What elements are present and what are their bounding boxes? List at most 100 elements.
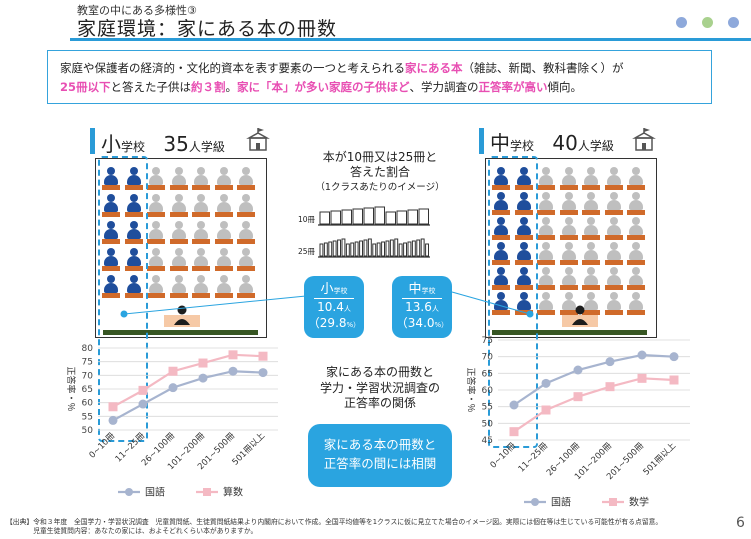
student-icon [214,221,233,245]
junior-callout-value: 13.6 [405,300,432,314]
y-tick-label: 60 [82,399,94,409]
student-icon [582,292,600,316]
y-tick-label: 65 [82,385,93,395]
junior-count: 40 [552,131,578,155]
book-icon [363,207,374,225]
student-icon [604,267,623,291]
data-point [573,392,583,402]
student-icon [537,217,555,241]
elem-callout-value: 10.4 [317,300,344,314]
data-point [108,402,118,412]
intro-highlight-4: 家に「本」が多い家庭の子供ほど [237,80,410,94]
series-line-1 [112,370,264,422]
legend-marker [203,488,211,496]
header-dot-3 [728,17,739,28]
student-icon [147,221,165,245]
student-icon [537,192,555,216]
intro-text-5: 、学力調査の [409,80,479,94]
y-tick-label: 80 [82,344,94,354]
book-icon [381,241,385,257]
student-icon [627,217,645,241]
book-icon [319,243,324,257]
student-icon [559,192,578,216]
student-icon [514,167,533,191]
student-icon [582,267,600,291]
elem-callout: 小学校 10.4人 （29.8%） [304,276,364,338]
junior-callout-pct-unit: %） [434,321,449,329]
student-icon [537,167,555,191]
elem-score-chart: 505560657075800~10冊11~25冊26~100冊101~200冊… [65,344,278,499]
junior-score-chart: 455055606570750~10冊11~25冊26~100冊101~200冊… [465,336,690,509]
book-icon [330,210,341,225]
student-icon [627,267,645,291]
data-point [198,358,208,368]
book-row-25-label: 25冊 [298,247,316,256]
book-icon [354,241,359,257]
elem-count-unit: 人学級 [188,140,225,154]
elem-heading: 小学校 35人学級 [101,128,225,157]
student-icon [237,194,255,218]
student-icon [169,194,188,218]
elem-count: 35 [163,132,189,156]
book-icon [425,243,429,257]
junior-classroom [485,158,657,338]
relationship-line-1: 家にある本の冊数と [325,365,434,379]
y-tick-label: 70 [482,353,494,363]
student-icon [192,248,210,272]
page-title: 家庭環境：家にある本の冊数 [77,18,338,40]
student-icon [559,167,578,191]
book-icon [350,242,355,257]
student-icon [169,248,188,272]
student-icon [192,194,210,218]
junior-heading: 中学校 40人学級 [490,127,614,156]
y-tick-label: 45 [482,436,493,446]
student-icon [514,267,533,291]
student-icon [102,194,120,218]
book-icon [416,239,421,257]
book-icon [367,238,372,257]
book-icon [385,211,396,225]
student-icon [537,292,555,316]
elem-blackboard [103,330,258,335]
data-point [258,351,268,361]
y-tick-label: 55 [482,403,493,413]
center-caption-1: 本が10冊又は25冊と [322,150,438,164]
x-tick-label: 0~10冊 [489,441,519,471]
student-icon [492,217,510,241]
book-icon [341,209,352,225]
data-point [198,373,208,383]
student-icon [514,192,533,216]
student-icon [627,192,645,216]
center-caption: 本が10冊又は25冊と 答えた割合 （1クラスあたりのイメージ） [300,150,460,195]
student-icon [604,217,623,241]
student-icon [124,194,143,218]
legend-marker [609,498,617,506]
relationship-line-2: 学力・学習状況調査の [319,380,440,395]
legend-label: 国語 [551,496,571,509]
student-icon [124,275,143,299]
student-icon [169,221,188,245]
center-caption-3: （1クラスあたりのイメージ） [315,182,445,193]
student-icon [237,167,255,191]
data-point [541,405,551,415]
junior-count-unit: 人学級 [577,139,614,153]
y-axis-label: 正答率・％ [65,366,77,411]
elem-highlight-column [98,156,148,442]
student-icon [102,275,120,299]
student-icon [559,267,578,291]
student-icon [169,275,188,299]
student-icon [102,248,120,272]
junior-accent-bar [479,128,484,154]
data-point [605,357,615,367]
intro-highlight-3: 約３割 [191,80,226,94]
book-icon [345,243,350,257]
junior-callout-big: 中 [408,282,422,297]
elem-callout-small: 学校 [333,287,348,295]
elem-callout-pct-unit: %） [346,321,361,329]
book-icon [352,208,363,225]
center-caption-2: 答えた割合 [349,165,410,179]
junior-callout-unit: 人 [431,305,439,313]
y-tick-label: 55 [82,412,93,422]
intro-highlight-5: 正答率が高い [478,80,548,94]
series-line-2 [112,353,264,408]
